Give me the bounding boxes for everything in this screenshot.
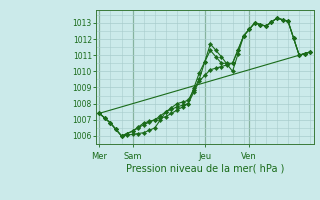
X-axis label: Pression niveau de la mer( hPa ): Pression niveau de la mer( hPa ) xyxy=(126,163,284,173)
